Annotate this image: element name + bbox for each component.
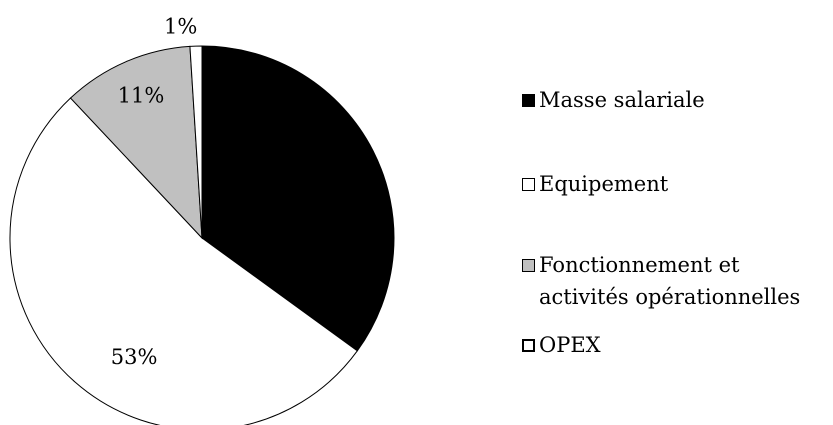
- legend-label-fonctionnement: Fonctionnement et activités opérationnel…: [539, 249, 800, 313]
- legend-item-equipement: Equipement: [522, 168, 668, 200]
- pie-slice-opex: [189, 45, 203, 239]
- legend-swatch-masse-salariale: [522, 94, 535, 107]
- legend-label-fonctionnement-line-1: Fonctionnement et: [539, 253, 740, 277]
- legend-swatch-equipement: [522, 178, 535, 191]
- data-label-equipement: 53%: [111, 345, 158, 369]
- legend-swatch-fonctionnement: [522, 259, 535, 272]
- pie-slices: [9, 45, 395, 425]
- pie-slice-fonctionnement: [69, 45, 203, 240]
- chart-legend: Masse salariale Equipement Fonctionnemen…: [522, 0, 833, 425]
- data-label-opex: 1%: [164, 14, 197, 38]
- data-label-fonctionnement: 11%: [118, 84, 165, 108]
- legend-item-fonctionnement: Fonctionnement et activités opérationnel…: [522, 249, 800, 313]
- legend-item-opex: OPEX: [522, 329, 601, 361]
- legend-item-masse-salariale: Masse salariale: [522, 84, 705, 116]
- pie-slice-equipement: [9, 97, 359, 425]
- pie-data-labels: 53% 11% 1%: [111, 14, 198, 369]
- legend-label-opex: OPEX: [539, 333, 601, 357]
- legend-label-equipement: Equipement: [539, 172, 669, 196]
- pie-slice-masse-salariale: [201, 45, 395, 352]
- legend-label-masse-salariale: Masse salariale: [539, 88, 705, 112]
- legend-label-fonctionnement-line-2: activités opérationnelles: [539, 285, 801, 309]
- legend-swatch-opex: [522, 339, 535, 352]
